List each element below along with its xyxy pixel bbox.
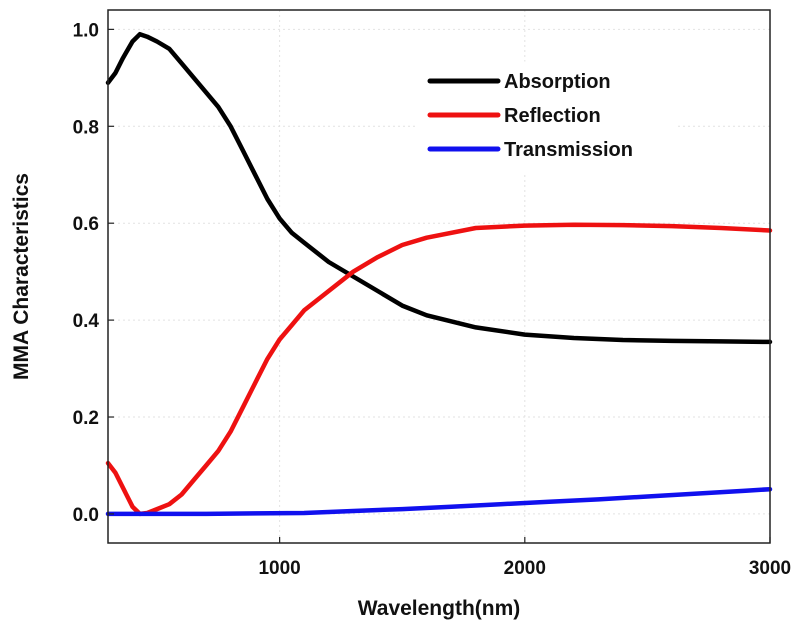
x-tick-label: 2000 bbox=[504, 558, 546, 579]
x-tick-label: 1000 bbox=[258, 558, 300, 579]
y-tick-label: 0.8 bbox=[73, 117, 99, 138]
reflection-legend-label: Reflection bbox=[504, 105, 601, 127]
reflection-series-line bbox=[105, 222, 773, 517]
transmission-series-line bbox=[105, 486, 773, 517]
legend: Absorption Reflection Transmission bbox=[417, 61, 677, 173]
absorption-series-line bbox=[105, 31, 773, 345]
y-tick-label: 0.0 bbox=[73, 505, 99, 526]
absorption-legend-label: Absorption bbox=[504, 71, 611, 93]
x-axis-ticks: 1000 2000 3000 bbox=[258, 537, 791, 579]
transmission-legend-label: Transmission bbox=[504, 139, 633, 161]
plot-frame bbox=[107, 9, 771, 544]
y-axis-ticks: 0.0 0.2 0.4 0.6 0.8 1.0 bbox=[73, 20, 114, 526]
y-tick-label: 0.6 bbox=[73, 214, 99, 235]
y-tick-label: 0.4 bbox=[73, 311, 100, 332]
x-tick-label: 3000 bbox=[749, 558, 791, 579]
x-axis-title: Wavelength(nm) bbox=[358, 597, 521, 620]
y-axis-title: MMA Characteristics bbox=[10, 173, 33, 380]
series-group bbox=[105, 31, 773, 517]
y-tick-label: 0.2 bbox=[73, 408, 99, 429]
y-tick-label: 1.0 bbox=[73, 20, 99, 41]
